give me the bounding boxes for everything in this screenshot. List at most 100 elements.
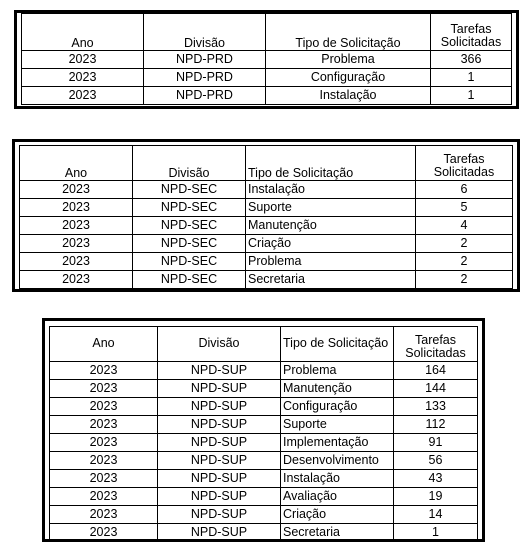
header-line: Tarefas [415, 333, 456, 347]
cell-tarefas: 2 [415, 252, 513, 271]
header-line: Tarefas [443, 152, 485, 166]
cell-divisao: NPD-PRD [143, 50, 266, 69]
cell-divisao: NPD-SEC [132, 198, 246, 217]
column-header-tarefas: Tarefas Solicitadas [393, 326, 478, 362]
cell-divisao: NPD-SEC [132, 234, 246, 253]
cell-divisao: NPD-SUP [157, 487, 281, 506]
table-row: 2023 NPD-SEC Criação 2 [19, 234, 513, 253]
cell-tipo: Problema [280, 361, 394, 380]
table-row: 2023 NPD-PRD Problema 366 [21, 50, 512, 69]
cell-divisao: NPD-SUP [157, 469, 281, 488]
cell-tipo: Secretaria [245, 270, 416, 289]
cell-ano: 2023 [49, 469, 158, 488]
cell-tarefas: 366 [430, 50, 512, 69]
column-header-divisao: Divisão [157, 326, 281, 362]
cell-tipo: Manutenção [245, 216, 416, 235]
cell-divisao: NPD-SUP [157, 523, 281, 542]
header-line: Solicitadas [440, 35, 502, 49]
column-header-tarefas: Tarefas Solicitadas [430, 13, 512, 51]
table-row: 2023 NPD-SUP Desenvolvimento 56 [49, 451, 478, 470]
column-header-tipo: Tipo de Solicitação [280, 326, 394, 362]
table-header-row: Ano Divisão Tipo de Solicitação Tarefas S… [49, 326, 478, 362]
table-frame-npd-prd: Ano Divisão Tipo de Solicitação Tarefas S… [14, 10, 519, 109]
cell-tarefas: 6 [415, 180, 513, 199]
cell-tarefas: 133 [393, 397, 478, 416]
column-header-divisao: Divisão [132, 145, 246, 181]
cell-tarefas: 56 [393, 451, 478, 470]
cell-divisao: NPD-SUP [157, 505, 281, 524]
cell-tarefas: 144 [393, 379, 478, 398]
cell-divisao: NPD-SUP [157, 451, 281, 470]
cell-tarefas: 1 [430, 86, 512, 105]
table-row: 2023 NPD-SUP Configuração 133 [49, 397, 478, 416]
cell-tipo: Suporte [245, 198, 416, 217]
cell-tarefas: 2 [415, 234, 513, 253]
cell-divisao: NPD-PRD [143, 68, 266, 87]
cell-ano: 2023 [49, 397, 158, 416]
cell-ano: 2023 [49, 451, 158, 470]
cell-tarefas: 4 [415, 216, 513, 235]
cell-ano: 2023 [19, 198, 133, 217]
requests-table-npd-sec: Ano Divisão Tipo de Solicitação Tarefas S… [19, 145, 513, 289]
requests-table-npd-prd: Ano Divisão Tipo de Solicitação Tarefas S… [21, 13, 512, 105]
requests-table-npd-sup: Ano Divisão Tipo de Solicitação Tarefas S… [49, 326, 478, 542]
cell-tipo: Instalação [280, 469, 394, 488]
table-row: 2023 NPD-SEC Problema 2 [19, 252, 513, 271]
cell-ano: 2023 [19, 234, 133, 253]
cell-tipo: Avaliação [280, 487, 394, 506]
table-row: 2023 NPD-SEC Manutenção 4 [19, 216, 513, 235]
cell-ano: 2023 [49, 379, 158, 398]
table-row: 2023 NPD-SUP Secretaria 1 [49, 523, 478, 542]
cell-tarefas: 43 [393, 469, 478, 488]
column-header-divisao: Divisão [143, 13, 266, 51]
cell-tipo: Criação [280, 505, 394, 524]
cell-tarefas: 5 [415, 198, 513, 217]
cell-divisao: NPD-SEC [132, 216, 246, 235]
cell-tipo: Desenvolvimento [280, 451, 394, 470]
cell-ano: 2023 [19, 270, 133, 289]
cell-divisao: NPD-SUP [157, 379, 281, 398]
column-header-ano: Ano [19, 145, 133, 181]
cell-tipo: Manutenção [280, 379, 394, 398]
table-row: 2023 NPD-SUP Implementação 91 [49, 433, 478, 452]
cell-divisao: NPD-PRD [143, 86, 266, 105]
table-row: 2023 NPD-PRD Instalação 1 [21, 86, 512, 105]
cell-ano: 2023 [21, 86, 144, 105]
header-line: Solicitadas [433, 165, 495, 179]
table-frame-npd-sup: Ano Divisão Tipo de Solicitação Tarefas S… [42, 318, 485, 542]
cell-ano: 2023 [21, 50, 144, 69]
cell-divisao: NPD-SEC [132, 180, 246, 199]
cell-tarefas: 14 [393, 505, 478, 524]
table-header-row: Ano Divisão Tipo de Solicitação Tarefas S… [19, 145, 513, 181]
cell-ano: 2023 [49, 433, 158, 452]
cell-divisao: NPD-SUP [157, 415, 281, 434]
cell-tarefas: 91 [393, 433, 478, 452]
cell-ano: 2023 [49, 523, 158, 542]
cell-tarefas: 2 [415, 270, 513, 289]
cell-tipo: Criação [245, 234, 416, 253]
table-row: 2023 NPD-SUP Criação 14 [49, 505, 478, 524]
cell-tipo: Suporte [280, 415, 394, 434]
column-header-ano: Ano [21, 13, 144, 51]
cell-tarefas: 19 [393, 487, 478, 506]
cell-divisao: NPD-SUP [157, 433, 281, 452]
cell-ano: 2023 [49, 415, 158, 434]
column-header-tipo: Tipo de Solicitação [265, 13, 431, 51]
cell-tarefas: 164 [393, 361, 478, 380]
table-row: 2023 NPD-SUP Instalação 43 [49, 469, 478, 488]
header-line: Solicitadas [405, 346, 466, 360]
cell-ano: 2023 [49, 361, 158, 380]
cell-tarefas: 112 [393, 415, 478, 434]
cell-divisao: NPD-SEC [132, 270, 246, 289]
cell-ano: 2023 [19, 216, 133, 235]
header-line: Tarefas [450, 22, 492, 36]
cell-tarefas: 1 [430, 68, 512, 87]
cell-tipo: Secretaria [280, 523, 394, 542]
table-header-row: Ano Divisão Tipo de Solicitação Tarefas S… [21, 13, 512, 51]
table-row: 2023 NPD-SUP Suporte 112 [49, 415, 478, 434]
table-row: 2023 NPD-PRD Configuração 1 [21, 68, 512, 87]
cell-ano: 2023 [21, 68, 144, 87]
table-row: 2023 NPD-SEC Secretaria 2 [19, 270, 513, 289]
cell-ano: 2023 [49, 487, 158, 506]
cell-tipo: Configuração [280, 397, 394, 416]
